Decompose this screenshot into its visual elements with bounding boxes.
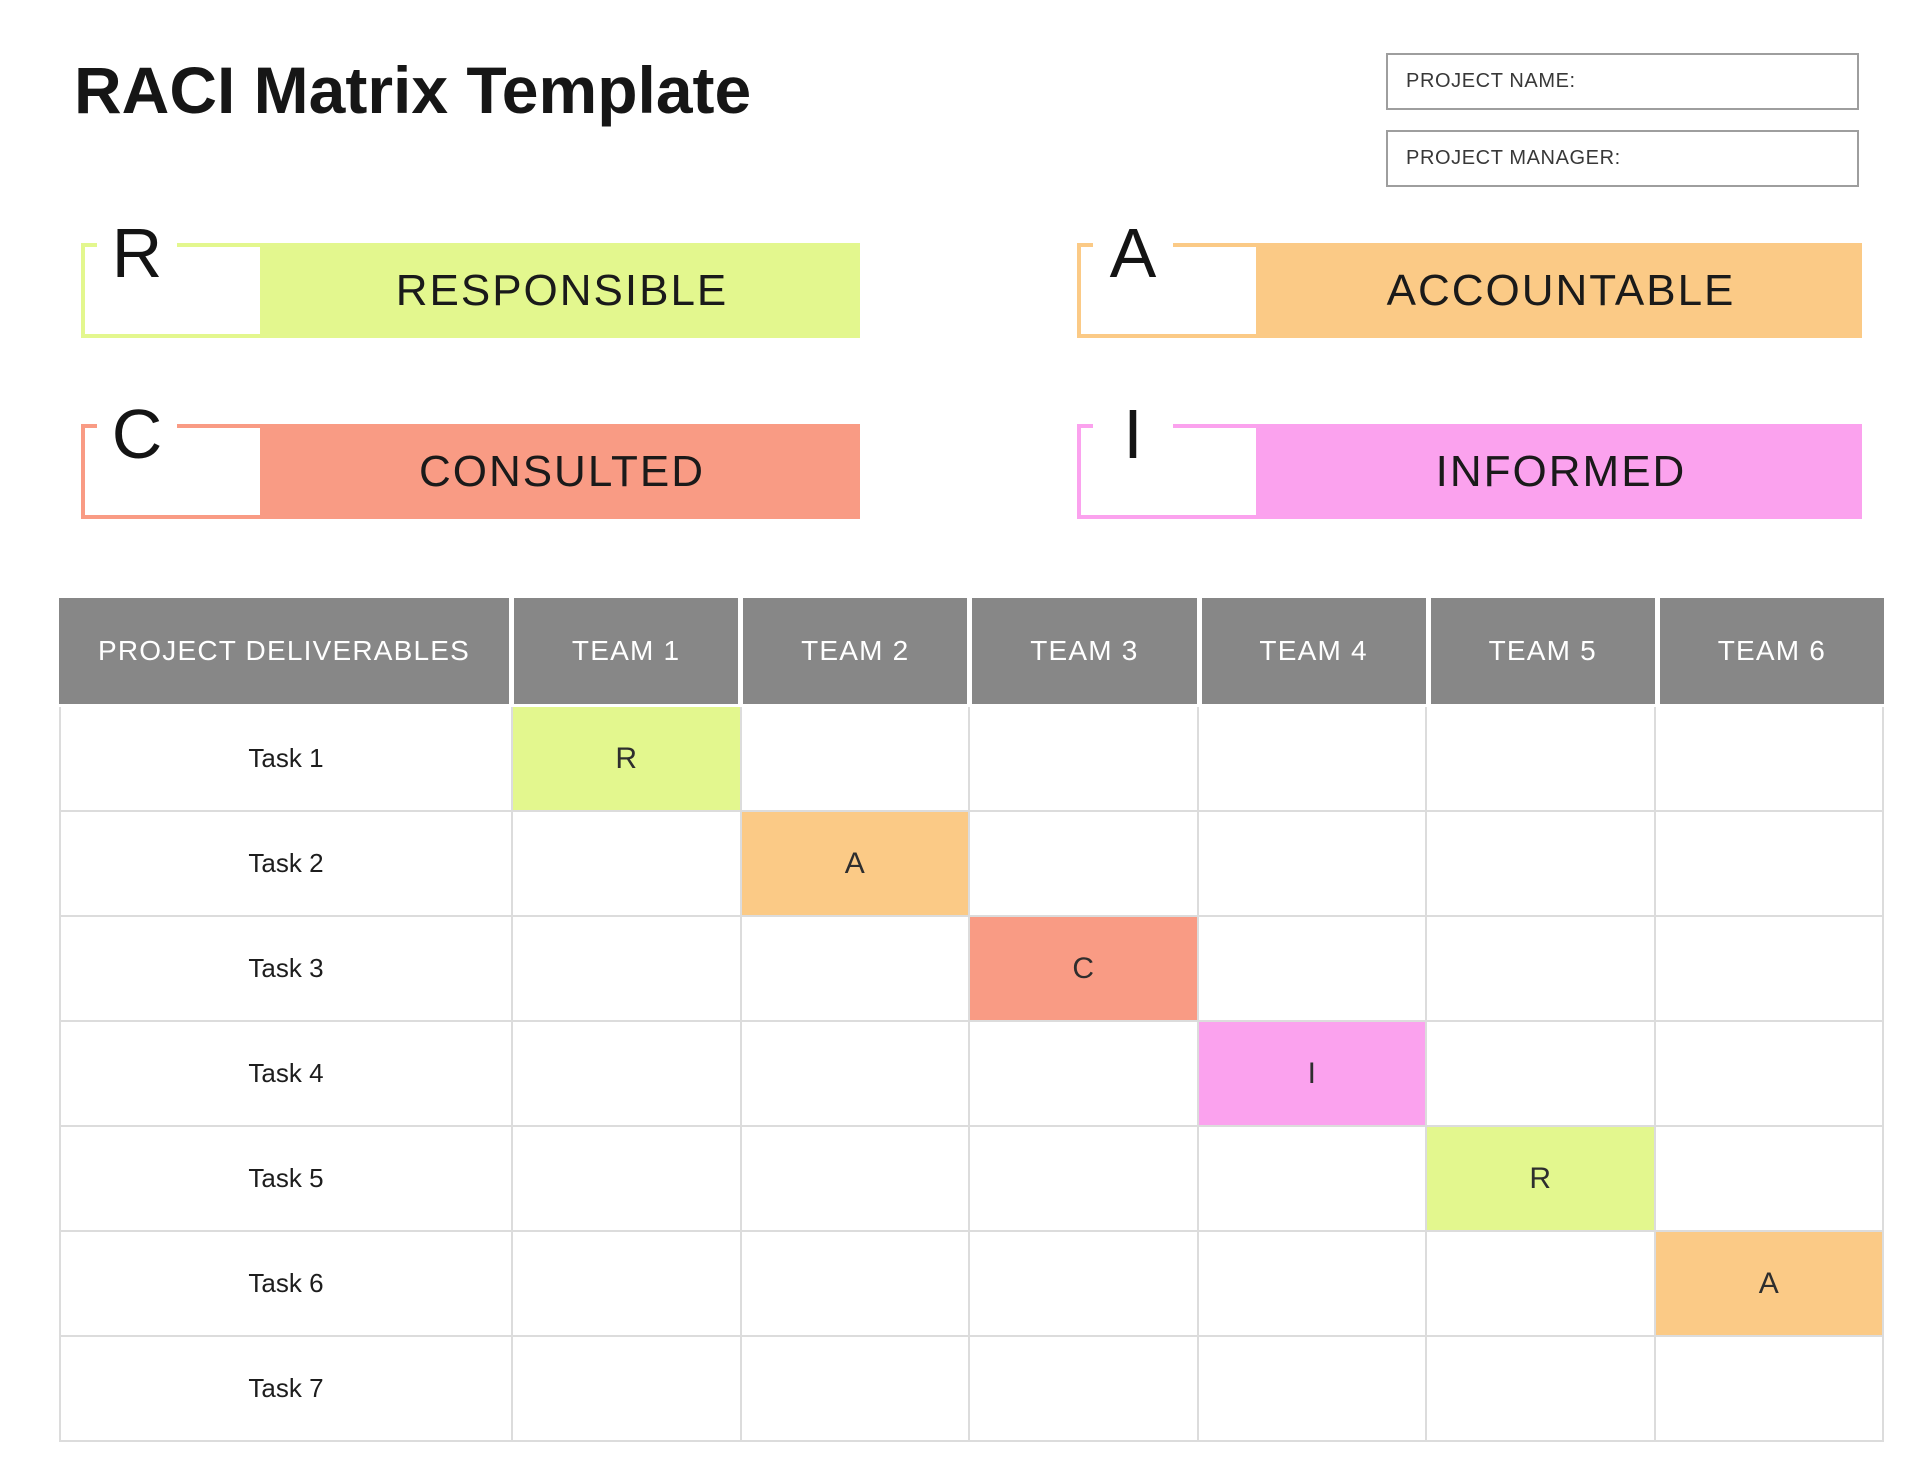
legend-informed-bar: INFORMED: [1260, 424, 1862, 519]
raci-cell-task1-team1[interactable]: R: [513, 707, 740, 810]
raci-cell-task5-team1[interactable]: [513, 1127, 740, 1230]
page-title: RACI Matrix Template: [74, 53, 752, 127]
raci-cell-task2-team6[interactable]: [1655, 812, 1882, 915]
task-cell-1[interactable]: Task 1: [61, 707, 511, 810]
raci-cell-task4-team6[interactable]: [1655, 1022, 1882, 1125]
raci-cell-task1-team2[interactable]: [741, 707, 968, 810]
raci-cell-task3-team2[interactable]: [741, 917, 968, 1020]
project-name-field[interactable]: PROJECT NAME:: [1386, 53, 1859, 110]
raci-cell-task6-team4[interactable]: [1198, 1232, 1425, 1335]
task-cell-6[interactable]: Task 6: [61, 1232, 511, 1335]
header-cell-team-5: TEAM 5: [1430, 598, 1655, 704]
raci-cell-task4-team3[interactable]: [970, 1022, 1197, 1125]
raci-cell-task5-team2[interactable]: [741, 1127, 968, 1230]
raci-cell-task3-team3[interactable]: C: [970, 917, 1197, 1020]
raci-cell-task7-team2[interactable]: [741, 1337, 968, 1440]
raci-cell-task3-team1[interactable]: [513, 917, 740, 1020]
raci-cell-task7-team3[interactable]: [970, 1337, 1197, 1440]
raci-cell-task5-team6[interactable]: [1655, 1127, 1882, 1230]
raci-cell-task2-team4[interactable]: [1198, 812, 1425, 915]
task-cell-2[interactable]: Task 2: [61, 812, 511, 915]
raci-cell-task2-team2[interactable]: A: [741, 812, 968, 915]
task-cell-5[interactable]: Task 5: [61, 1127, 511, 1230]
task-cell-7[interactable]: Task 7: [61, 1337, 511, 1440]
header-cell-team-3: TEAM 3: [972, 598, 1197, 704]
project-manager-field[interactable]: PROJECT MANAGER:: [1386, 130, 1859, 187]
raci-cell-task3-team5[interactable]: [1427, 917, 1654, 1020]
raci-cell-task1-team6[interactable]: [1655, 707, 1882, 810]
legend-accountable-bar: ACCOUNTABLE: [1260, 243, 1862, 338]
raci-cell-task7-team1[interactable]: [513, 1337, 740, 1440]
raci-cell-task2-team5[interactable]: [1427, 812, 1654, 915]
legend-consulted-bar: CONSULTED: [264, 424, 860, 519]
raci-cell-task6-team6[interactable]: A: [1655, 1232, 1882, 1335]
legend-responsible-letter: R: [97, 205, 177, 301]
legend-responsible-label: RESPONSIBLE: [395, 265, 729, 315]
project-name-label: PROJECT NAME:: [1406, 70, 1576, 92]
task-cell-3[interactable]: Task 3: [61, 917, 511, 1020]
legend-consulted-label: CONSULTED: [418, 446, 706, 496]
raci-cell-task1-team5[interactable]: [1427, 707, 1654, 810]
header-cell-team-1: TEAM 1: [514, 598, 739, 704]
legend-consulted-letter: C: [97, 386, 177, 482]
legend-accountable-letter: A: [1093, 205, 1173, 301]
header-cell-team-2: TEAM 2: [743, 598, 968, 704]
header-cell-team-6: TEAM 6: [1659, 598, 1884, 704]
legend-accountable-label: ACCOUNTABLE: [1386, 265, 1736, 315]
raci-cell-task6-team5[interactable]: [1427, 1232, 1654, 1335]
raci-matrix-table: PROJECT DELIVERABLES TEAM 1 TEAM 2 TEAM 3 TE…: [59, 598, 1884, 1442]
raci-cell-task4-team1[interactable]: [513, 1022, 740, 1125]
legend-responsible-bar: RESPONSIBLE: [264, 243, 860, 338]
raci-cell-task4-team2[interactable]: [741, 1022, 968, 1125]
table-header-row: PROJECT DELIVERABLES TEAM 1 TEAM 2 TEAM 3 TE…: [59, 598, 1884, 704]
raci-cell-task6-team1[interactable]: [513, 1232, 740, 1335]
raci-cell-task3-team4[interactable]: [1198, 917, 1425, 1020]
table-body: Task 1 R Task 2 A Task 3 C Task 4 I Task 5 R Task …: [59, 707, 1884, 1442]
raci-cell-task4-team4[interactable]: I: [1198, 1022, 1425, 1125]
raci-cell-task4-team5[interactable]: [1427, 1022, 1654, 1125]
task-cell-4[interactable]: Task 4: [61, 1022, 511, 1125]
project-manager-label: PROJECT MANAGER:: [1406, 147, 1621, 169]
raci-cell-task6-team3[interactable]: [970, 1232, 1197, 1335]
raci-cell-task3-team6[interactable]: [1655, 917, 1882, 1020]
raci-cell-task7-team4[interactable]: [1198, 1337, 1425, 1440]
raci-cell-task5-team3[interactable]: [970, 1127, 1197, 1230]
raci-cell-task5-team5[interactable]: R: [1427, 1127, 1654, 1230]
legend-informed-label: INFORMED: [1435, 446, 1687, 496]
raci-cell-task5-team4[interactable]: [1198, 1127, 1425, 1230]
raci-cell-task2-team1[interactable]: [513, 812, 740, 915]
raci-cell-task1-team4[interactable]: [1198, 707, 1425, 810]
legend-informed-letter: I: [1093, 386, 1173, 482]
raci-cell-task7-team6[interactable]: [1655, 1337, 1882, 1440]
raci-cell-task7-team5[interactable]: [1427, 1337, 1654, 1440]
header-cell-team-4: TEAM 4: [1201, 598, 1426, 704]
raci-cell-task2-team3[interactable]: [970, 812, 1197, 915]
header-cell-deliverables: PROJECT DELIVERABLES: [59, 598, 509, 704]
raci-cell-task1-team3[interactable]: [970, 707, 1197, 810]
raci-cell-task6-team2[interactable]: [741, 1232, 968, 1335]
